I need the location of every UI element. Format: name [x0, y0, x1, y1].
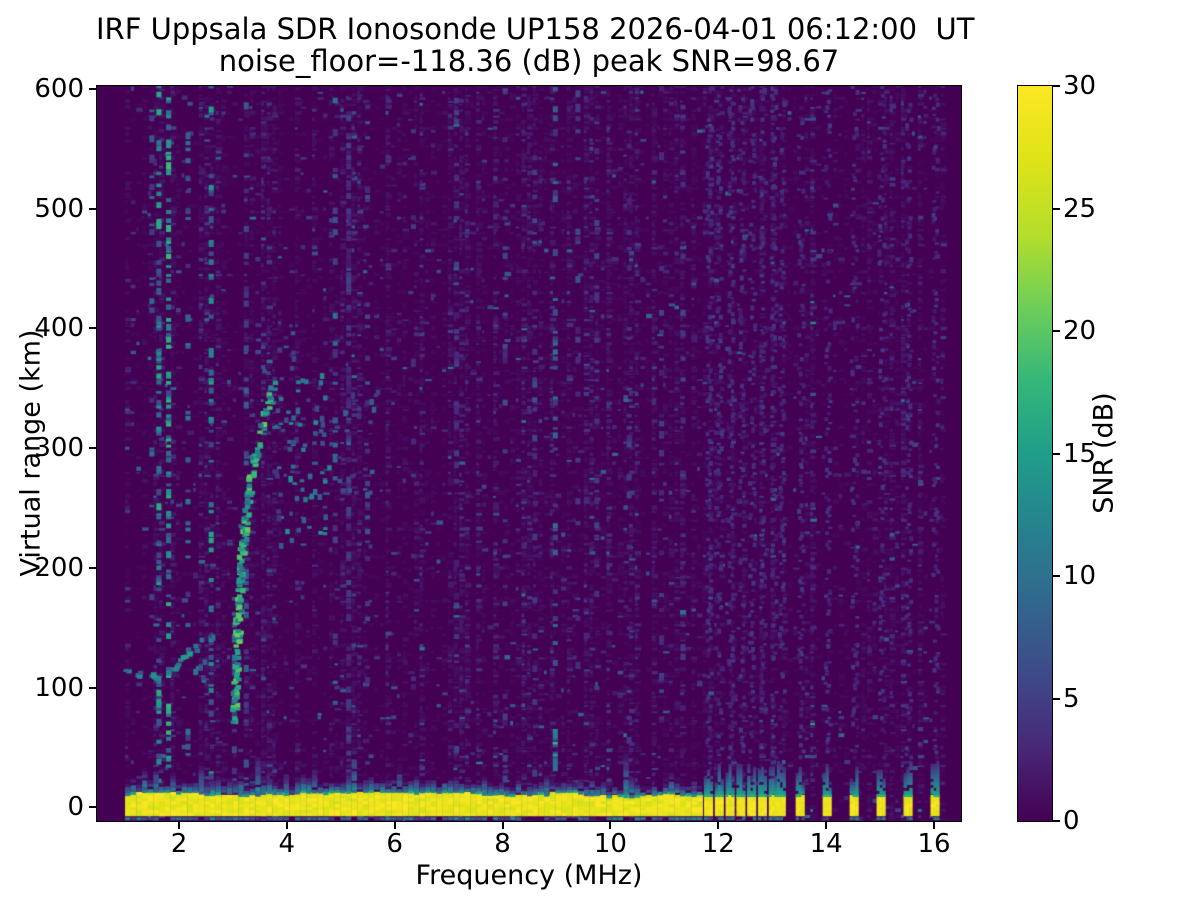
- y-tick-label: 300: [34, 433, 84, 464]
- x-tick-mark: [177, 822, 180, 829]
- colorbar-tick-label: 15: [1063, 438, 1097, 469]
- y-tick-label: 600: [34, 73, 84, 104]
- x-tick-label: 12: [701, 829, 735, 859]
- colorbar-tick-mark: [1053, 330, 1060, 332]
- colorbar-tick-label: 20: [1063, 316, 1097, 346]
- y-tick-mark: [89, 327, 96, 330]
- y-tick-mark: [89, 806, 96, 809]
- colorbar-tick-mark: [1053, 452, 1060, 455]
- y-tick-label: 500: [34, 193, 84, 224]
- x-tick-label: 16: [917, 829, 951, 859]
- x-tick-mark: [717, 822, 720, 829]
- x-tick-mark: [825, 822, 828, 829]
- x-tick-label: 6: [386, 829, 403, 859]
- colorbar-tick-mark: [1053, 207, 1060, 210]
- colorbar-tick-label: 30: [1063, 71, 1097, 101]
- x-tick-label: 10: [593, 829, 627, 859]
- y-tick-label: 400: [34, 313, 84, 344]
- x-tick-mark: [285, 822, 288, 829]
- x-tick-mark: [501, 822, 504, 829]
- y-tick-mark: [89, 447, 96, 450]
- y-tick-label: 100: [34, 672, 84, 703]
- x-axis-label: Frequency (MHz): [415, 860, 643, 891]
- y-tick-label: 200: [34, 552, 84, 583]
- chart-subtitle: noise_floor=-118.36 (dB) peak SNR=98.67: [218, 44, 840, 78]
- colorbar-tick-label: 5: [1063, 683, 1080, 714]
- y-tick-mark: [89, 87, 96, 90]
- ionogram-heatmap-canvas: [97, 86, 961, 821]
- x-tick-mark: [393, 822, 396, 829]
- chart-title-block: IRF Uppsala SDR Ionosonde UP158 2026-04-…: [96, 12, 975, 78]
- x-tick-mark: [609, 822, 612, 829]
- colorbar-tick-label: 25: [1063, 193, 1097, 224]
- x-tick-label: 8: [494, 829, 511, 859]
- y-tick-mark: [89, 207, 96, 210]
- y-tick-mark: [89, 686, 96, 689]
- colorbar-tick-mark: [1053, 820, 1060, 822]
- colorbar-tick-mark: [1053, 697, 1060, 700]
- x-tick-label: 2: [170, 829, 188, 859]
- plot-area: [96, 85, 962, 822]
- y-tick-label: 0: [67, 792, 84, 823]
- colorbar-tick-mark: [1053, 85, 1060, 87]
- x-tick-label: 4: [278, 829, 296, 859]
- colorbar-tick-label: 10: [1063, 561, 1097, 591]
- colorbar-tick-mark: [1053, 575, 1060, 577]
- chart-title: IRF Uppsala SDR Ionosonde UP158 2026-04-…: [96, 12, 975, 46]
- colorbar: [1017, 85, 1053, 822]
- x-tick-mark: [933, 822, 936, 829]
- y-tick-mark: [89, 566, 96, 569]
- colorbar-tick-label: 0: [1063, 806, 1080, 836]
- x-tick-label: 14: [809, 829, 843, 859]
